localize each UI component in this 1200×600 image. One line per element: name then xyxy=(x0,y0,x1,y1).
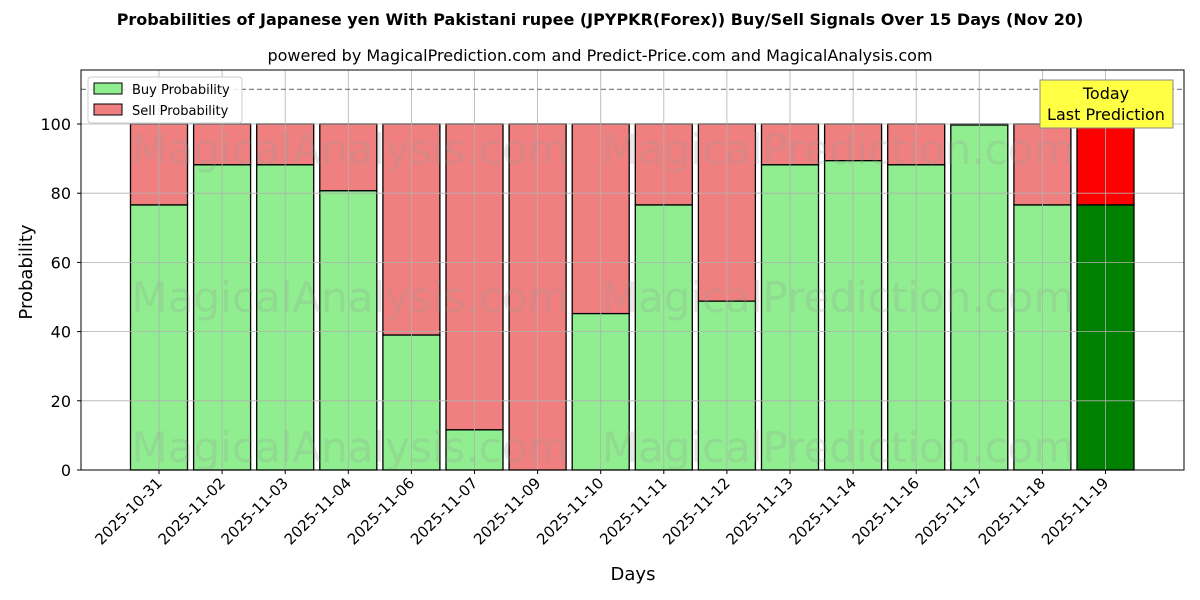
x-tick-label: 2025-11-03 xyxy=(218,474,292,548)
x-tick-label: 2025-11-13 xyxy=(722,474,796,548)
y-axis-label: Probability xyxy=(16,224,37,319)
y-tick-label: 40 xyxy=(51,323,71,342)
chart-title: Probabilities of Japanese yen With Pakis… xyxy=(116,10,1084,29)
watermark-text: MagicalAnalysis.com xyxy=(132,273,569,322)
y-tick-label: 80 xyxy=(51,184,71,203)
today-annotation-box xyxy=(1039,79,1174,129)
legend-buy-label: Buy Probability xyxy=(132,83,230,98)
legend-sell-swatch xyxy=(93,103,123,116)
legend-sell-label: Sell Probability xyxy=(132,104,229,119)
today-annotation-line1: Today xyxy=(1082,84,1129,103)
legend-buy-swatch xyxy=(93,82,123,95)
x-tick-label: 2025-11-19 xyxy=(1038,474,1112,548)
x-tick-label: 2025-11-16 xyxy=(849,474,923,548)
y-tick-label: 60 xyxy=(51,253,71,272)
watermark-text: MagicalPrediction.com xyxy=(602,125,1075,174)
x-tick-label: 2025-11-18 xyxy=(975,474,1049,548)
legend-box xyxy=(87,76,243,124)
y-tick-label: 0 xyxy=(61,461,71,480)
x-tick-label: 2025-11-07 xyxy=(407,474,481,548)
watermark-text: MagicalAnalysis.com xyxy=(132,423,569,472)
watermark-text: MagicalPrediction.com xyxy=(602,273,1075,322)
x-axis-label: Days xyxy=(611,564,656,585)
x-tick-label: 2025-11-17 xyxy=(912,474,986,548)
x-tick-label: 2025-11-14 xyxy=(786,474,860,548)
watermark-text: MagicalAnalysis.com xyxy=(132,125,569,174)
x-tick-label: 2025-11-09 xyxy=(470,474,544,548)
x-tick-label: 2025-11-11 xyxy=(596,474,670,548)
x-tick-label: 2025-10-31 xyxy=(91,474,165,548)
y-tick-label: 20 xyxy=(51,392,71,411)
x-tick-label: 2025-11-12 xyxy=(659,474,733,548)
watermark-text: MagicalPrediction.com xyxy=(602,423,1075,472)
x-tick-label: 2025-11-10 xyxy=(533,474,607,548)
today-annotation-line2: Last Prediction xyxy=(1047,105,1165,124)
x-tick-label: 2025-11-04 xyxy=(281,474,355,548)
x-tick-label: 2025-11-06 xyxy=(344,474,418,548)
y-tick-label: 100 xyxy=(40,115,71,134)
chart-subtitle: powered by MagicalPrediction.com and Pre… xyxy=(267,46,933,65)
x-tick-label: 2025-11-02 xyxy=(155,474,229,548)
plot-frame xyxy=(80,69,1185,471)
